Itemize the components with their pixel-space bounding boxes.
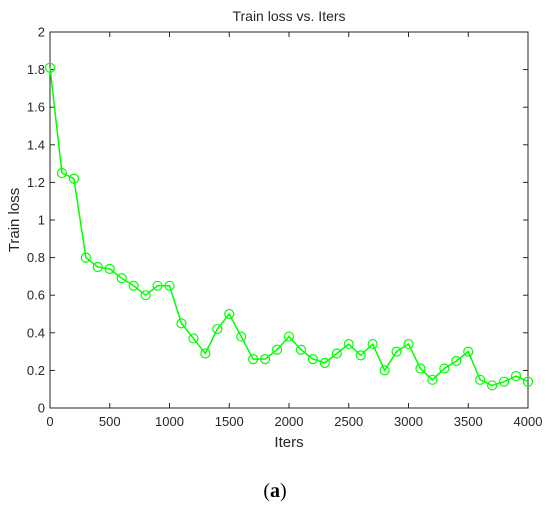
- chart-title: Train loss vs. Iters: [232, 8, 345, 24]
- data-point: [283, 331, 295, 342]
- y-tick-label: 1.6: [27, 100, 45, 115]
- y-tick-label: 1.4: [27, 137, 45, 152]
- data-point: [427, 374, 438, 385]
- x-tick-label: 3000: [394, 414, 423, 429]
- data-point: [188, 333, 199, 344]
- data-point: [367, 338, 378, 350]
- x-axis: 0 500 1000 1500 2000 2500 3000 3500 4000: [46, 32, 542, 429]
- x-tick-label: 1000: [155, 414, 184, 429]
- data-point: [104, 263, 115, 274]
- data-point: [463, 346, 474, 357]
- y-tick-label: 0.8: [27, 250, 45, 265]
- caption-open-paren: (: [263, 480, 270, 502]
- y-tick-label: 1.2: [27, 175, 45, 190]
- data-point: [355, 350, 366, 361]
- data-point: [343, 338, 354, 350]
- x-tick-label: 0: [46, 414, 53, 429]
- x-tick-label: 3500: [454, 414, 483, 429]
- x-axis-label: Iters: [274, 434, 303, 451]
- data-point: [451, 355, 462, 367]
- y-axis: 0 0.2 0.4 0.6 0.8 1 1.2 1.4 1.6 1.8 2: [27, 25, 528, 416]
- y-tick-label: 0: [38, 401, 45, 416]
- x-tick-label: 1500: [215, 414, 244, 429]
- data-point: [295, 344, 307, 355]
- line-chart: Train loss vs. Iters 0 0.2 0.4 0.6 0.8 1 1.2 1.…: [6, 8, 542, 451]
- data-point: [80, 252, 91, 263]
- data-point: [164, 280, 175, 291]
- data-point: [212, 323, 223, 335]
- data-point: [271, 344, 283, 355]
- data-point: [439, 363, 450, 374]
- x-tick-label: 2500: [334, 414, 363, 429]
- y-tick-label: 0.6: [27, 288, 45, 303]
- data-point: [140, 290, 151, 301]
- data-point: [224, 308, 235, 320]
- data-point: [403, 338, 414, 350]
- data-point: [116, 273, 127, 284]
- data-point: [499, 376, 510, 387]
- data-point: [415, 363, 426, 374]
- x-tick-label: 500: [99, 414, 121, 429]
- x-tick-label: 4000: [514, 414, 543, 429]
- data-point: [68, 173, 80, 184]
- y-tick-label: 1: [38, 213, 45, 228]
- data-point: [331, 348, 342, 359]
- y-tick-label: 2: [38, 25, 45, 40]
- data-point: [236, 331, 247, 342]
- data-point: [248, 354, 259, 365]
- x-tick-label: 2000: [275, 414, 304, 429]
- data-point: [200, 348, 211, 359]
- series-markers: [44, 62, 534, 391]
- data-point: [176, 318, 187, 329]
- data-point: [44, 62, 56, 73]
- y-tick-label: 0.4: [27, 325, 45, 340]
- data-point: [522, 376, 534, 387]
- data-point: [152, 280, 163, 291]
- caption-letter: a: [270, 480, 280, 502]
- data-point: [307, 354, 318, 365]
- caption-close-paren: ): [280, 480, 287, 502]
- series-line: [49, 67, 529, 387]
- y-axis-label: Train loss: [6, 188, 23, 252]
- data-point: [475, 374, 486, 385]
- data-point: [379, 365, 390, 376]
- data-point: [319, 357, 330, 368]
- y-tick-label: 0.2: [27, 363, 45, 378]
- data-point: [92, 261, 103, 273]
- data-point: [510, 370, 522, 382]
- figure-caption: (a): [0, 480, 550, 503]
- data-point: [56, 167, 68, 179]
- data-point: [260, 354, 271, 365]
- data-point: [128, 280, 139, 291]
- data-point: [487, 380, 498, 391]
- y-tick-label: 1.8: [27, 62, 45, 77]
- data-point: [391, 346, 402, 357]
- plot-frame: [49, 31, 529, 409]
